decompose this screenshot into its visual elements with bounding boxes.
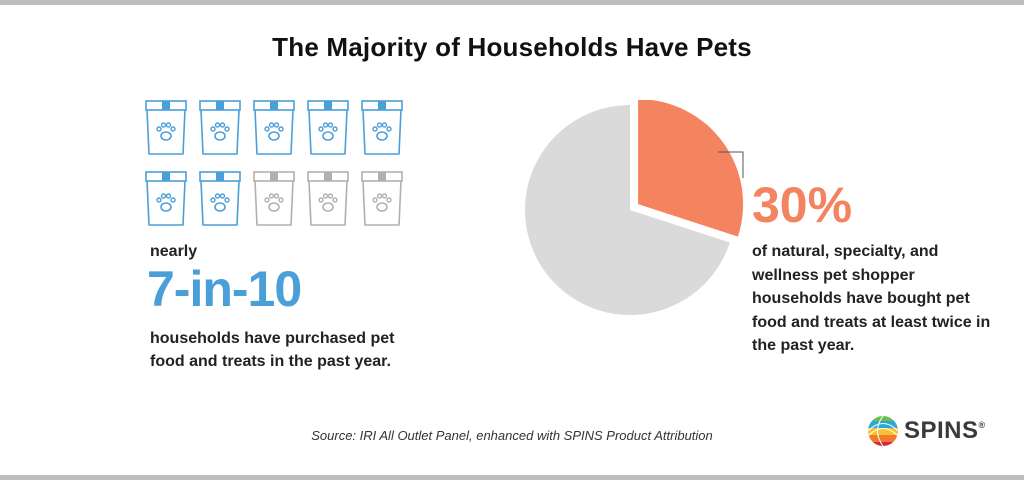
stat-prefix: nearly: [150, 243, 198, 260]
source-note: Source: IRI All Outlet Panel, enhanced w…: [311, 428, 713, 443]
pet-food-bag-icon: [361, 100, 403, 155]
top-rule: [0, 0, 1024, 5]
pet-food-bag-icon: [253, 100, 295, 155]
pet-food-bag-icon: [199, 100, 241, 155]
pie-slice-rest: [525, 105, 730, 316]
leader-line: [718, 151, 744, 178]
thirty-percent-stat: 30%: [752, 177, 853, 233]
spins-globe-icon: [868, 416, 898, 446]
pet-food-bag-icon: [307, 100, 349, 155]
pet-food-bag-icon: [361, 171, 403, 226]
left-stat-description: households have purchased pet food and t…: [150, 330, 395, 370]
pet-food-icon-grid: [145, 100, 410, 226]
brand-name: SPINS: [904, 417, 979, 444]
spins-logo: SPINS ®: [866, 414, 985, 448]
pet-food-bag-icon: [307, 171, 349, 226]
pet-food-bag-icon: [145, 100, 187, 155]
pet-food-bag-icon: [253, 171, 295, 226]
page-title: The Majority of Households Have Pets: [272, 32, 752, 62]
right-stat-description: of natural, specialty, and wellness pet …: [752, 243, 991, 354]
pie-chart: [525, 100, 744, 316]
seven-in-ten-stat: 7-in-10: [147, 261, 302, 317]
bottom-rule: [0, 475, 1024, 480]
pie-slice-highlight: [638, 100, 744, 237]
pet-food-bag-icon: [145, 171, 187, 226]
registered-mark: ®: [978, 420, 986, 430]
pet-food-bag-icon: [199, 171, 241, 226]
